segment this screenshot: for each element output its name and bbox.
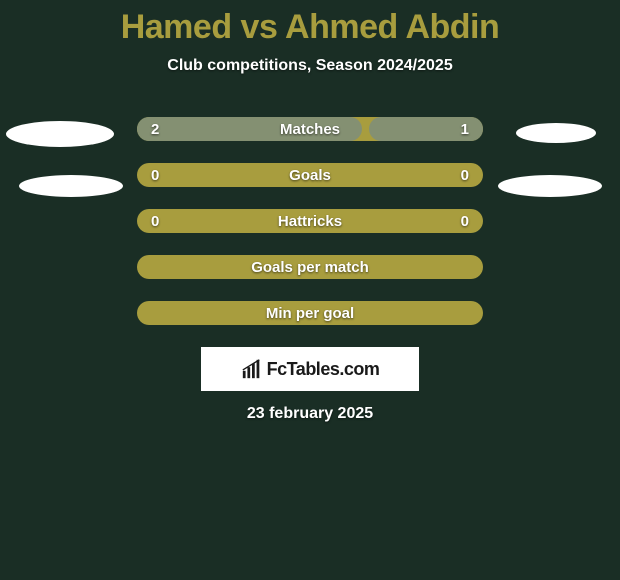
page-title: Hamed vs Ahmed Abdin bbox=[0, 8, 620, 47]
decor-ellipse bbox=[516, 123, 596, 143]
stat-label: Min per goal bbox=[137, 301, 483, 325]
stat-label: Matches bbox=[137, 117, 483, 141]
decor-ellipse bbox=[19, 175, 123, 197]
stat-label: Hattricks bbox=[137, 209, 483, 233]
subtitle: Club competitions, Season 2024/2025 bbox=[0, 57, 620, 75]
brand-label: FcTables.com bbox=[267, 359, 380, 380]
stat-label: Goals bbox=[137, 163, 483, 187]
decor-ellipse bbox=[6, 121, 114, 147]
stat-row: 21Matches bbox=[137, 117, 483, 141]
comparison-bars: 21Matches 00Goals 00Hattricks Goals per mat… bbox=[137, 117, 483, 325]
stat-row: Min per goal bbox=[137, 301, 483, 325]
stat-row: Goals per match bbox=[137, 255, 483, 279]
stat-label: Goals per match bbox=[137, 255, 483, 279]
brand-badge: FcTables.com bbox=[201, 347, 419, 391]
bars-icon bbox=[241, 358, 263, 380]
stat-row: 00Goals bbox=[137, 163, 483, 187]
stat-row: 00Hattricks bbox=[137, 209, 483, 233]
date-label: 23 february 2025 bbox=[0, 405, 620, 423]
stats-comparison-card: Hamed vs Ahmed Abdin Club competitions, … bbox=[0, 0, 620, 423]
chart-area: 21Matches 00Goals 00Hattricks Goals per mat… bbox=[0, 117, 620, 423]
decor-ellipse bbox=[498, 175, 602, 197]
